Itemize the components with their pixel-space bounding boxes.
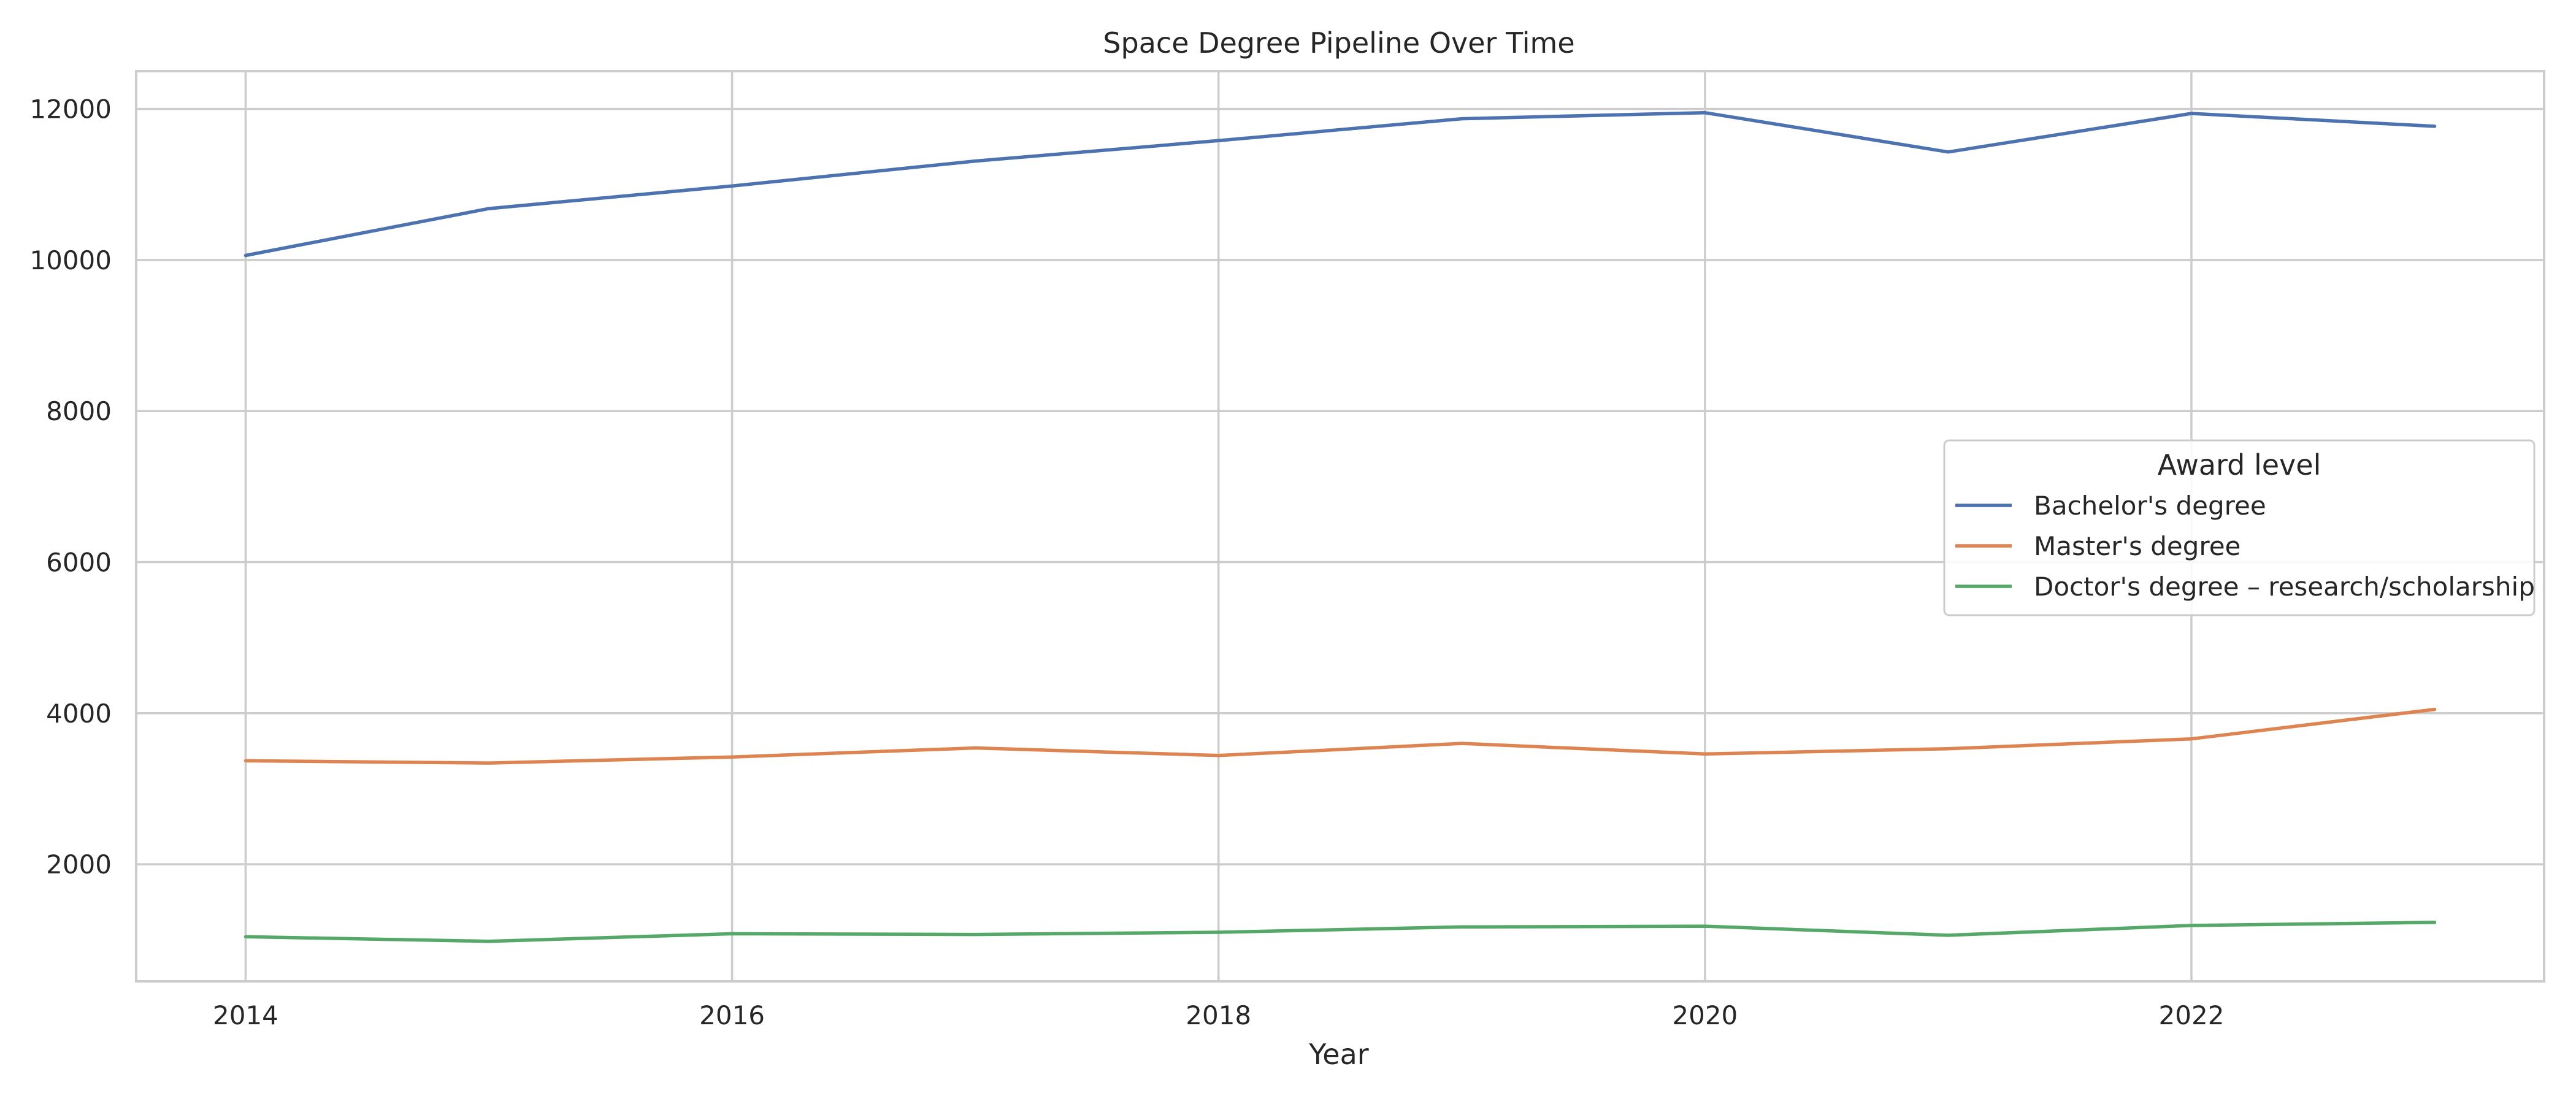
- x-axis-title: Year: [1308, 1038, 1368, 1071]
- legend-box: [1943, 439, 2536, 616]
- y-tick-label: 12000: [29, 94, 112, 125]
- legend-title: Award level: [2158, 448, 2321, 481]
- y-tick-labels: 2000 4000 6000 8000 10000 12000: [29, 94, 112, 880]
- series-line-1: [243, 707, 2437, 765]
- y-tick-label: 4000: [46, 699, 112, 729]
- x-tick-label: 2014: [213, 1000, 278, 1030]
- legend-label: Doctor's degree – research/scholarship: [2034, 572, 2535, 602]
- plot-frame: [135, 70, 2545, 983]
- y-tick-label: 6000: [46, 547, 112, 577]
- legend-label: Bachelor's degree: [2034, 491, 2266, 521]
- x-tick-label: 2016: [699, 1000, 765, 1030]
- y-tick-label: 2000: [46, 849, 112, 880]
- series-line-2: [243, 921, 2437, 943]
- chart-title: Space Degree Pipeline Over Time: [1103, 26, 1574, 59]
- x-tick-label: 2020: [1672, 1000, 1738, 1030]
- x-tick-labels: 2014 2016 2018 2020 2022: [213, 1000, 2224, 1030]
- legend: Award level Bachelor's degree Master's deg…: [1943, 439, 2536, 616]
- series-lines: [243, 110, 2437, 943]
- x-tick-label: 2022: [2159, 1000, 2225, 1030]
- series-line-0: [243, 110, 2437, 258]
- y-tick-label: 10000: [29, 245, 112, 275]
- legend-label: Master's degree: [2034, 531, 2241, 561]
- x-tick-label: 2018: [1186, 1000, 1251, 1030]
- y-tick-label: 8000: [46, 396, 112, 426]
